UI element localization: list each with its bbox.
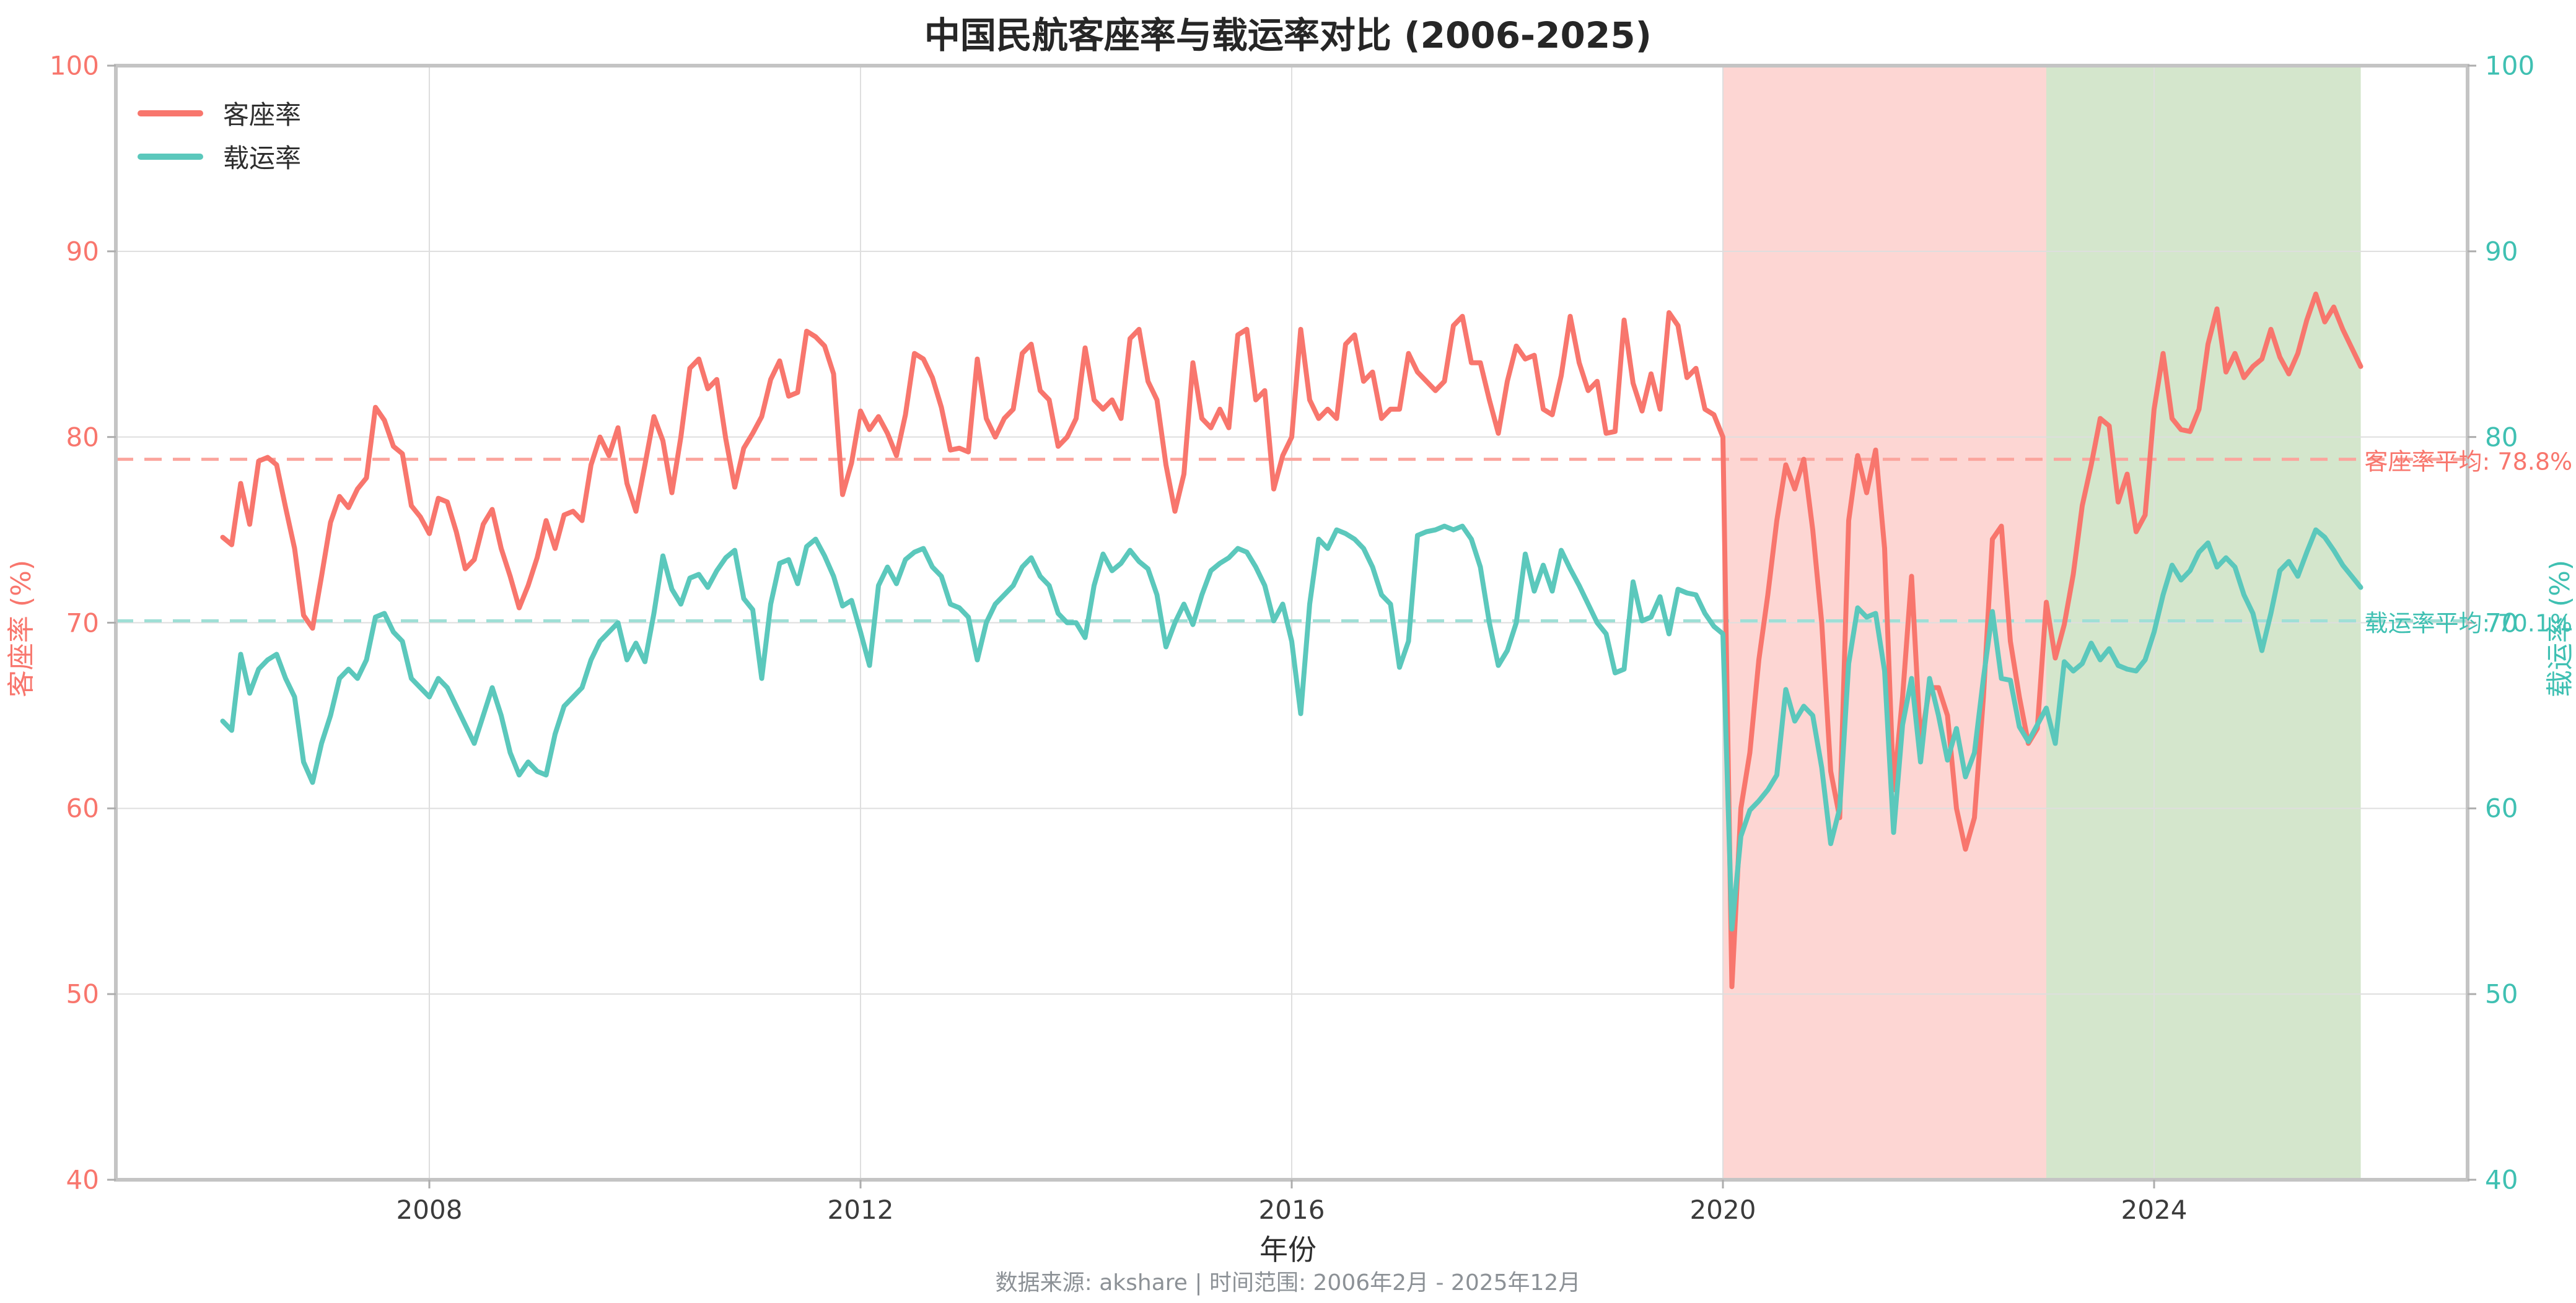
y-tick-left-80: 80	[66, 422, 99, 453]
y-tick-right-80: 80	[2485, 422, 2518, 453]
y-tick-left-50: 50	[66, 978, 99, 1009]
cargo-line-swatch-icon	[138, 153, 203, 160]
y-tick-left-60: 60	[66, 793, 99, 824]
x-tick-2012: 2012	[827, 1195, 894, 1225]
y-tick-left-90: 90	[66, 236, 99, 267]
x-tick-2008: 2008	[396, 1195, 463, 1225]
legend-label-cargo: 载运率	[223, 143, 302, 173]
source-note: 数据来源: akshare | 时间范围: 2006年2月 - 2025年12月	[995, 1270, 1581, 1296]
y-tick-right-100: 100	[2485, 50, 2535, 81]
legend-label-passenger: 客座率	[223, 100, 302, 130]
y-tick-right-50: 50	[2485, 978, 2518, 1009]
x-axis-label: 年份	[1260, 1233, 1316, 1266]
y-tick-right-60: 60	[2485, 793, 2518, 824]
cargo-series-line	[220, 523, 2364, 932]
cargo-average-annotation: 载运率平均: 70.1%	[2364, 609, 2573, 637]
x-tick-2024: 2024	[2121, 1195, 2188, 1225]
passenger-average-annotation: 客座率平均: 78.8%	[2364, 448, 2573, 476]
y-tick-left-70: 70	[66, 608, 99, 638]
legend-item-passenger: 客座率	[138, 94, 301, 132]
y-tick-left-100: 100	[49, 50, 99, 81]
chart-title: 中国民航客座率与载运率对比 (2006-2025)	[924, 14, 1652, 56]
x-tick-2020: 2020	[1689, 1195, 1756, 1225]
y-tick-left-40: 40	[66, 1164, 99, 1195]
y-tick-right-40: 40	[2485, 1164, 2518, 1195]
passenger-series-line	[220, 291, 2364, 990]
y-tick-right-70: 70	[2485, 608, 2518, 638]
legend-item-cargo: 载运率	[138, 137, 301, 175]
x-tick-2016: 2016	[1258, 1195, 1325, 1225]
passenger-line-swatch-icon	[138, 110, 203, 116]
y-tick-right-90: 90	[2485, 236, 2518, 267]
